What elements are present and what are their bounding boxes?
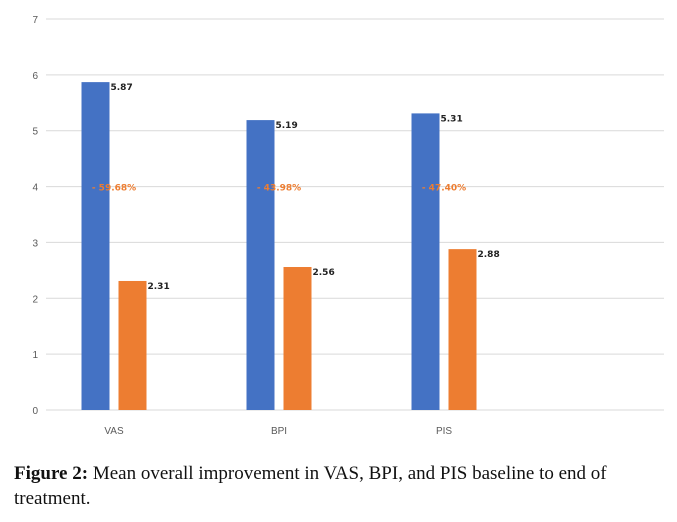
data-label: 5.19	[276, 121, 298, 131]
data-label: 5.31	[441, 114, 463, 124]
bar	[246, 120, 275, 410]
y-tick-label: 2	[32, 294, 38, 305]
x-tick-label: VAS	[104, 426, 124, 437]
x-axis-labels: VAS BPI PIS	[104, 426, 452, 437]
bar-chart: 0 1 2 3 4 5 6 7 5.87 2.31 - 59.68% 5.19 2.56 - 43.98…	[32, 15, 664, 437]
caption-label: Figure 2:	[14, 463, 89, 484]
bar	[118, 280, 147, 410]
data-label: 2.31	[148, 282, 170, 292]
y-tick-label: 0	[32, 406, 38, 417]
figure-caption: Figure 2: Mean overall improvement in VA…	[14, 461, 666, 511]
bar	[411, 113, 440, 411]
y-tick-label: 7	[32, 15, 38, 26]
y-tick-label: 6	[32, 71, 38, 82]
data-label: 5.87	[111, 83, 133, 93]
y-tick-label: 5	[32, 127, 38, 138]
bar	[81, 82, 110, 411]
change-annotation: - 47.40%	[422, 183, 466, 193]
value-labels: 5.87 2.31 - 59.68% 5.19 2.56 - 43.98% 5.31 2.88…	[92, 83, 500, 292]
data-label: 2.56	[313, 268, 335, 278]
y-tick-label: 4	[32, 183, 38, 194]
caption-text: Mean overall improvement in VAS, BPI, an…	[14, 463, 607, 509]
x-tick-label: BPI	[271, 426, 287, 437]
bar	[283, 267, 312, 410]
x-tick-label: PIS	[436, 426, 452, 437]
y-tick-label: 1	[32, 350, 38, 361]
change-annotation: - 43.98%	[257, 183, 301, 193]
gridlines	[46, 18, 664, 411]
bar	[448, 249, 477, 410]
change-annotation: - 59.68%	[92, 183, 136, 193]
data-label: 2.88	[478, 250, 500, 260]
bars	[81, 82, 477, 411]
y-axis-ticks: 0 1 2 3 4 5 6 7	[32, 15, 38, 417]
y-tick-label: 3	[32, 238, 38, 249]
